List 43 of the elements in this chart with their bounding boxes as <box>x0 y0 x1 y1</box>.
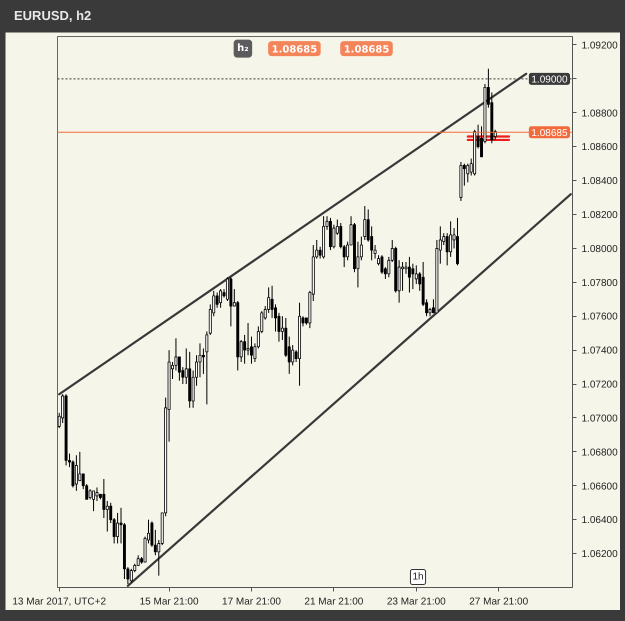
chart-title: EURUSD, h2 <box>14 7 92 25</box>
y-tick-label: 1.07000 <box>582 413 618 424</box>
y-tick-label: 1.06200 <box>582 549 618 560</box>
y-tick-label: 1.07200 <box>582 380 618 391</box>
x-tick-label: 13 Mar 2017, UTC+2 <box>12 596 106 608</box>
y-tick-label: 1.08800 <box>582 108 618 120</box>
candlestick <box>291 344 294 366</box>
x-tick-label: 23 Mar 21:00 <box>386 596 446 608</box>
x-tick-label: 15 Mar 21:00 <box>140 596 199 608</box>
y-tick-label: 1.07800 <box>582 278 618 289</box>
candlestick <box>96 486 98 502</box>
candlestick <box>404 261 408 274</box>
y-tick-label: 1.07400 <box>582 346 618 357</box>
candlestick <box>130 568 133 583</box>
annotation: 1.08685 <box>344 44 390 56</box>
ref-line-label: 1.09000 <box>531 74 568 86</box>
ref-line-label: 1.08685 <box>531 128 568 139</box>
candlestick <box>446 232 449 266</box>
y-tick-label: 1.08600 <box>582 142 618 154</box>
y-tick-label: 1.09200 <box>582 40 618 52</box>
x-tick-label: 21 Mar 21:00 <box>304 596 364 608</box>
y-tick-label: 1.08200 <box>582 210 618 222</box>
x-tick-label: 17 Mar 21:00 <box>222 596 282 608</box>
candlestick <box>116 512 120 544</box>
candlestick <box>219 288 222 308</box>
candlestick <box>411 263 414 290</box>
candlestick <box>408 256 411 294</box>
y-tick-label: 1.06800 <box>582 447 618 458</box>
candlestick <box>414 264 418 285</box>
annotation: h₂ <box>237 43 249 54</box>
y-tick-label: 1.08400 <box>582 176 618 188</box>
annotation: 1h <box>412 572 424 582</box>
annotation: 1.08685 <box>272 44 318 56</box>
candlestick <box>246 322 250 356</box>
candlestick <box>92 490 96 512</box>
y-tick-label: 1.06600 <box>582 481 618 492</box>
x-tick-label: 27 Mar 21:00 <box>469 596 529 608</box>
y-tick-label: 1.06400 <box>582 515 618 526</box>
candlestick <box>88 488 92 500</box>
candlestick <box>401 261 404 292</box>
candlestick <box>74 454 78 492</box>
y-tick-label: 1.08000 <box>582 244 618 255</box>
y-tick-label: 1.07600 <box>582 312 618 323</box>
